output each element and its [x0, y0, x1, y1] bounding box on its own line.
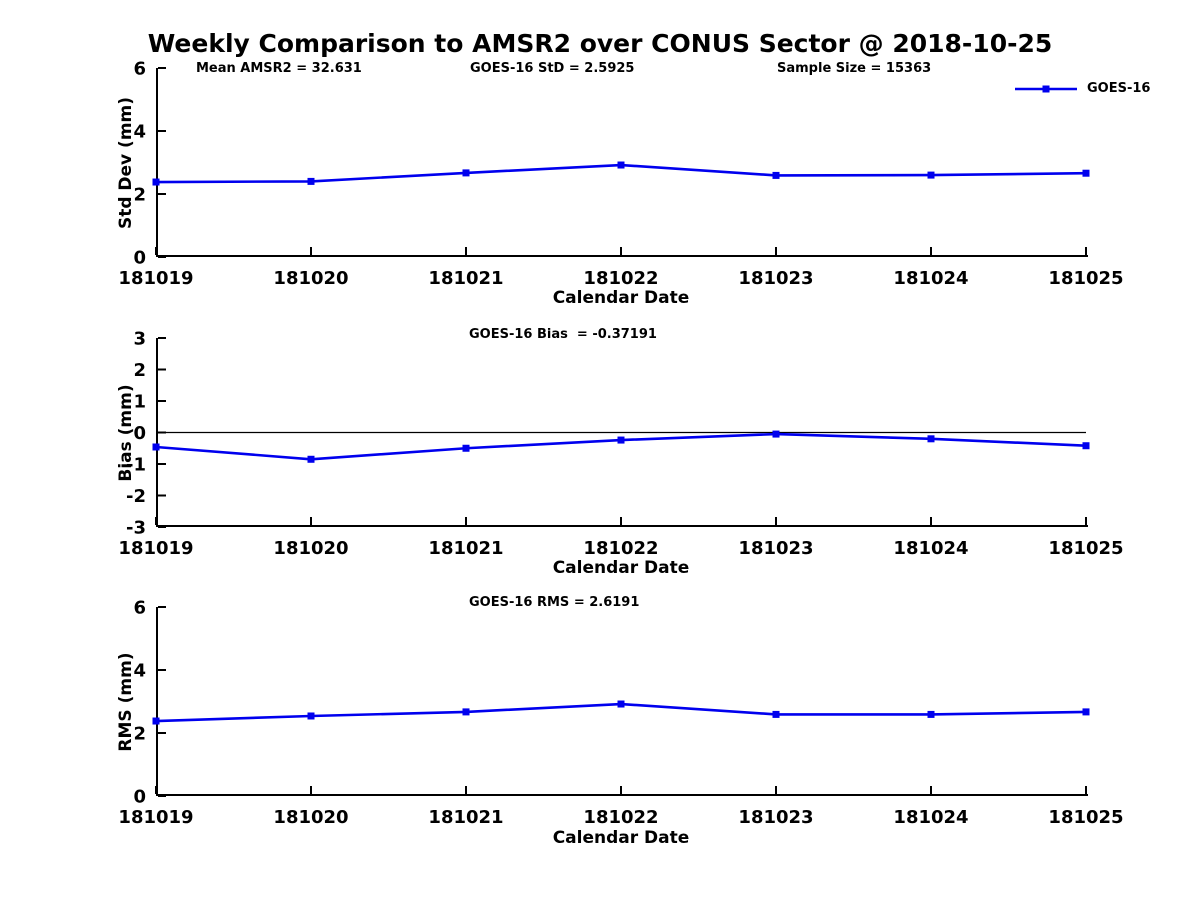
y-axis-label-bias: Bias (mm) — [116, 383, 136, 482]
y-tick-label: 2 — [133, 724, 146, 745]
annotation-goes16-bias: GOES-16 Bias = -0.37191 — [469, 327, 657, 342]
x-tick-label: 181024 — [893, 807, 968, 828]
data-point-marker — [927, 171, 935, 179]
data-point-marker — [617, 700, 625, 708]
x-tick-label: 181021 — [428, 538, 503, 559]
y-tick-label: 6 — [133, 598, 146, 619]
data-point-marker — [307, 177, 315, 185]
x-tick-label: 181025 — [1048, 807, 1123, 828]
x-tick-label: 181019 — [118, 268, 193, 289]
y-tick-label: 2 — [133, 360, 146, 381]
x-tick-label: 181019 — [118, 807, 193, 828]
figure-title: Weekly Comparison to AMSR2 over CONUS Se… — [147, 29, 1053, 58]
data-point-marker — [152, 443, 160, 451]
x-tick-label: 181024 — [893, 268, 968, 289]
y-tick-label: 0 — [133, 423, 146, 444]
annotation-goes16-rms: GOES-16 RMS = 2.6191 — [469, 595, 640, 610]
data-point-marker — [617, 161, 625, 169]
data-point-marker — [772, 430, 780, 438]
x-tick-label: 181022 — [583, 538, 658, 559]
data-point-marker — [927, 435, 935, 443]
x-tick-label: 181020 — [273, 538, 348, 559]
legend-label: GOES-16 — [1087, 81, 1151, 96]
data-point-marker — [152, 178, 160, 186]
annotation-goes16-std: GOES-16 StD = 2.5925 — [470, 61, 635, 76]
y-tick-label: 2 — [133, 185, 146, 206]
y-tick-label: 0 — [133, 248, 146, 269]
x-axis-label-std-dev: Calendar Date — [552, 288, 690, 308]
y-tick-label: 6 — [133, 59, 146, 80]
x-axis-label-bias: Calendar Date — [552, 558, 690, 578]
x-tick-label: 181023 — [738, 538, 813, 559]
y-axis-label-rms: RMS (mm) — [116, 651, 136, 752]
y-tick-label: 4 — [133, 122, 146, 143]
data-point-marker — [617, 436, 625, 444]
legend-marker — [1042, 85, 1050, 93]
x-axis-label-rms: Calendar Date — [552, 828, 690, 848]
x-tick-label: 181021 — [428, 268, 503, 289]
x-tick-label: 181019 — [118, 538, 193, 559]
x-tick-label: 181024 — [893, 538, 968, 559]
x-tick-label: 181020 — [273, 268, 348, 289]
data-point-marker — [772, 710, 780, 718]
data-point-marker — [462, 708, 470, 716]
data-point-marker — [307, 455, 315, 463]
x-tick-label: 181025 — [1048, 538, 1123, 559]
y-tick-label: 0 — [133, 787, 146, 808]
x-tick-label: 181023 — [738, 807, 813, 828]
y-tick-label: 3 — [133, 329, 146, 350]
data-point-marker — [152, 717, 160, 725]
x-tick-label: 181021 — [428, 807, 503, 828]
x-tick-label: 181025 — [1048, 268, 1123, 289]
data-point-marker — [462, 444, 470, 452]
data-point-marker — [1082, 169, 1090, 177]
y-tick-label: -1 — [126, 455, 146, 476]
y-tick-label: -2 — [126, 486, 146, 507]
annotation-sample-size: Sample Size = 15363 — [777, 61, 932, 76]
x-tick-label: 181023 — [738, 268, 813, 289]
y-axis-label-std-dev: Std Dev (mm) — [116, 96, 136, 229]
data-point-marker — [307, 712, 315, 720]
x-tick-label: 181022 — [583, 807, 658, 828]
data-point-marker — [772, 171, 780, 179]
data-point-marker — [927, 710, 935, 718]
y-tick-label: 1 — [133, 392, 146, 413]
data-point-marker — [1082, 442, 1090, 450]
data-point-marker — [1082, 708, 1090, 716]
data-point-marker — [462, 169, 470, 177]
y-tick-label: -3 — [126, 518, 146, 539]
annotation-mean-amsr2: Mean AMSR2 = 32.631 — [196, 61, 362, 76]
x-tick-label: 181022 — [583, 268, 658, 289]
y-tick-label: 4 — [133, 661, 146, 682]
x-tick-label: 181020 — [273, 807, 348, 828]
